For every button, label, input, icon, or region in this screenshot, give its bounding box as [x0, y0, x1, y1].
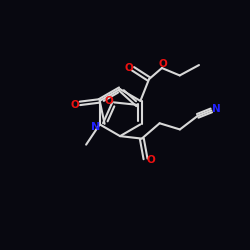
Text: O: O: [104, 96, 113, 106]
Text: O: O: [146, 155, 155, 165]
Text: N: N: [91, 122, 100, 132]
Text: O: O: [124, 62, 133, 72]
Text: N: N: [212, 104, 221, 114]
Text: O: O: [159, 58, 168, 68]
Text: O: O: [70, 100, 79, 110]
